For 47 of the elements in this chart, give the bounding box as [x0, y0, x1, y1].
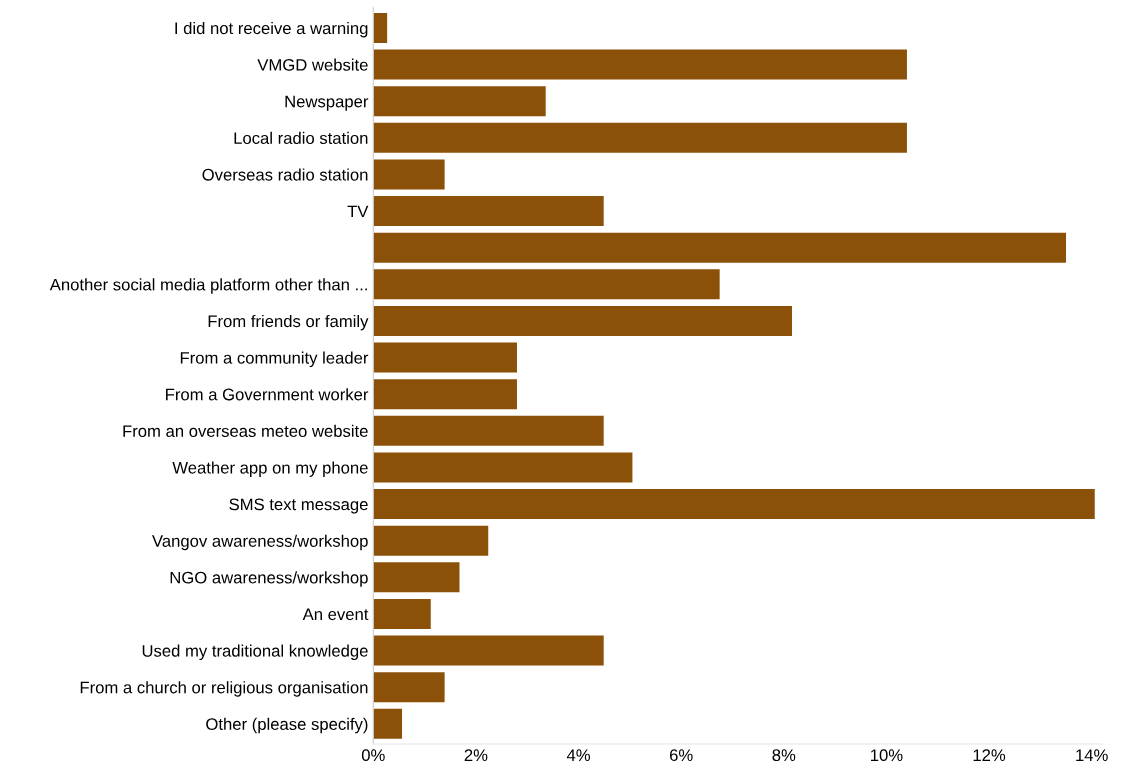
y-tick-label: TV [347, 205, 369, 218]
y-tick-label: Weather app on my phone [172, 461, 368, 477]
y-tick-label: From friends or family [208, 314, 369, 331]
bar [373, 635, 604, 666]
bar [373, 379, 517, 410]
y-tick-label: Overseas radio station [202, 168, 368, 181]
bar [373, 342, 517, 373]
bar [373, 49, 907, 80]
bar [373, 159, 445, 190]
y-tick-label: From an overseas meteo website [123, 424, 368, 438]
y-tick-label: An event [302, 608, 369, 621]
y-tick-label: I did not receive a warning [175, 21, 368, 38]
bar [373, 452, 633, 483]
x-tick-label: 10% [871, 749, 903, 762]
bar [373, 86, 546, 117]
bar [373, 12, 388, 43]
y-tick-label: Newspaper [285, 95, 369, 111]
bar [373, 598, 431, 629]
y-tick-label: NGO awareness/workshop [170, 571, 368, 587]
bar [373, 525, 489, 556]
y-tick-label: From a community leader [180, 351, 369, 368]
x-tick-label: 2% [464, 749, 488, 761]
bar [373, 415, 604, 446]
bar [373, 672, 445, 703]
bar [373, 562, 460, 593]
bar [373, 232, 1067, 263]
bar [373, 489, 1095, 520]
bar [373, 269, 720, 300]
y-tick-label: SMS text message [229, 498, 368, 514]
bar [373, 305, 793, 336]
y-tick-label: Local radio station [234, 131, 368, 145]
x-tick-label: 8% [772, 749, 796, 762]
y-tick-label: Another social media platform other than ... [49, 278, 367, 294]
y-tick-label: Vangov awareness/workshop [152, 534, 368, 551]
bar [373, 708, 403, 739]
y-tick-label: Other (please specify) [206, 717, 368, 734]
bar [373, 122, 907, 153]
x-tick-label: 12% [973, 749, 1006, 761]
x-tick-label: 4% [566, 749, 590, 761]
y-tick-label: VMGD website [257, 58, 368, 71]
x-tick-label: 0% [361, 749, 385, 762]
y-tick-label: From a church or religious organisation [80, 681, 368, 697]
bar [373, 196, 604, 227]
y-tick-label: From a Government worker [166, 388, 369, 401]
x-tick-label: 14% [1076, 749, 1108, 761]
y-tick-label: Used my traditional knowledge [142, 644, 368, 661]
x-tick-label: 6% [669, 749, 693, 762]
